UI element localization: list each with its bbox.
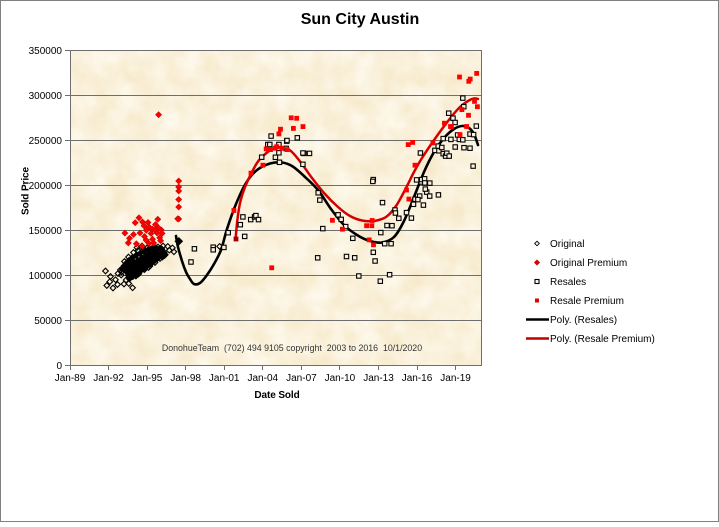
svg-text:50000: 50000 [34,316,62,327]
svg-text:Date Sold: Date Sold [254,390,299,401]
svg-text:Jan-19: Jan-19 [440,373,471,384]
svg-text:Original: Original [550,239,584,250]
svg-text:Jan-10: Jan-10 [325,373,356,384]
svg-text:DonohueTeam (702) 494 9105 co: DonohueTeam (702) 494 9105 copyright 200… [162,343,422,353]
svg-text:150000: 150000 [29,226,63,237]
svg-text:Jan-01: Jan-01 [209,373,240,384]
svg-text:Jan-92: Jan-92 [93,373,124,384]
svg-text:Jan-13: Jan-13 [363,373,394,384]
svg-text:Jan-16: Jan-16 [402,373,433,384]
svg-text:Jan-04: Jan-04 [248,373,279,384]
svg-text:Resales: Resales [550,277,586,288]
svg-text:0: 0 [56,361,62,372]
svg-text:250000: 250000 [29,136,63,147]
svg-text:100000: 100000 [29,271,63,282]
svg-text:300000: 300000 [29,91,63,102]
svg-text:Poly. (Resales): Poly. (Resales) [550,315,617,326]
svg-text:Resale Premium: Resale Premium [550,296,624,307]
svg-text:350000: 350000 [29,46,63,57]
svg-text:200000: 200000 [29,181,63,192]
svg-text:Jan-98: Jan-98 [170,373,201,384]
svg-text:Original Premium: Original Premium [550,258,627,269]
svg-text:Jan-07: Jan-07 [286,373,317,384]
svg-text:Jan-95: Jan-95 [132,373,163,384]
svg-text:Sold Price: Sold Price [21,167,32,215]
svg-text:Jan-89: Jan-89 [55,373,86,384]
svg-text:Poly. (Resale Premium): Poly. (Resale Premium) [550,334,655,345]
svg-text:Sun City Austin: Sun City Austin [301,11,420,28]
